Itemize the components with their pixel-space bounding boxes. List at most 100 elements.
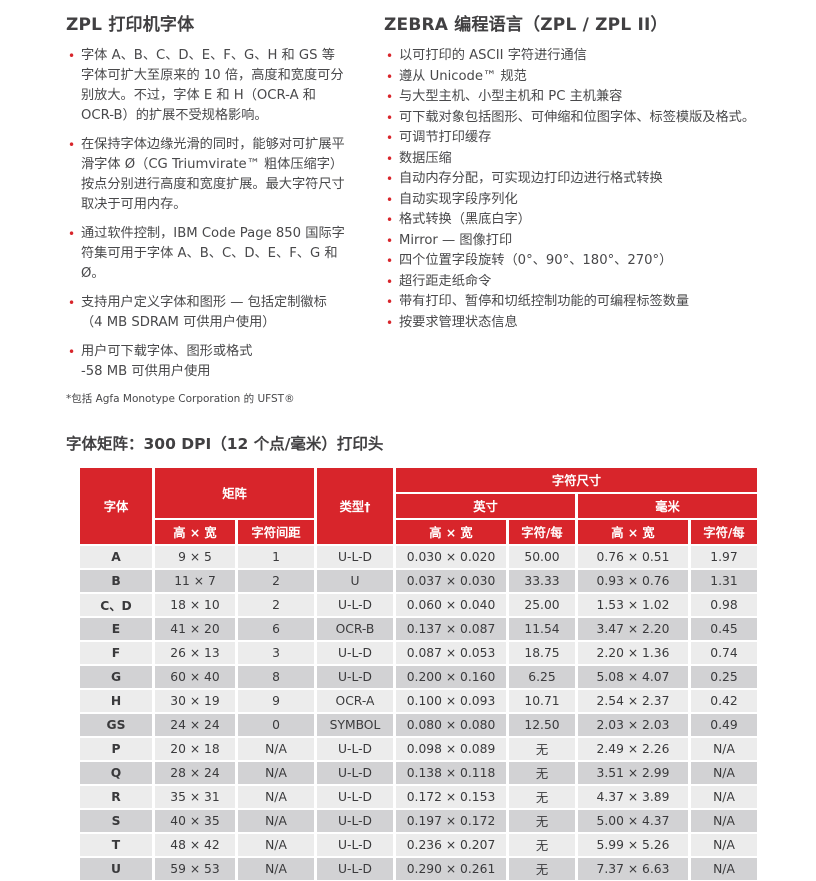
table-cell-font: B <box>80 570 152 592</box>
col-header-matrix: 矩阵 <box>155 468 314 518</box>
table-cell: 0.93 × 0.76 <box>578 570 688 592</box>
table-cell-font: E <box>80 618 152 640</box>
table-row: P 20 × 18 N/A U-L-D 0.098 × 0.089 无 2.49 × 2.2… <box>80 738 757 760</box>
table-row: T 48 × 42 N/A U-L-D 0.236 × 0.207 无 5.99 × 5.2… <box>80 834 757 856</box>
table-cell: 0.098 × 0.089 <box>396 738 506 760</box>
table-cell: 6.25 <box>509 666 575 688</box>
table-cell: 0.25 <box>691 666 757 688</box>
zpl-language-section: ZEBRA 编程语言（ZPL / ZPL II） 以可打印的 ASCII 字符进… <box>384 10 776 406</box>
table-cell: 9 × 5 <box>155 546 235 568</box>
table-cell: 3 <box>238 642 314 664</box>
table-cell: U-L-D <box>317 810 393 832</box>
table-cell: 4.37 × 3.89 <box>578 786 688 808</box>
col-header-inch: 英寸 <box>396 494 575 518</box>
table-cell: 9 <box>238 690 314 712</box>
bullet-item: 通过软件控制，IBM Code Page 850 国际字符集可用于字体 A、B、… <box>66 224 348 284</box>
table-cell: 3.47 × 2.20 <box>578 618 688 640</box>
table-cell: 2.49 × 2.26 <box>578 738 688 760</box>
table-cell: N/A <box>691 762 757 784</box>
table-cell: 11 × 7 <box>155 570 235 592</box>
table-cell: 28 × 24 <box>155 762 235 784</box>
table-cell: 12.50 <box>509 714 575 736</box>
table-cell: N/A <box>238 738 314 760</box>
table-cell: 0.080 × 0.080 <box>396 714 506 736</box>
bullet-item: Mirror — 图像打印 <box>384 231 776 251</box>
table-cell-font: GS <box>80 714 152 736</box>
table-cell: 0.037 × 0.030 <box>396 570 506 592</box>
font-matrix-table: 字体 矩阵 类型† 字符尺寸 英寸 毫米 高 × 宽 字符间距 高 × 宽 字符… <box>77 466 760 881</box>
zpl-fonts-title: ZPL 打印机字体 <box>66 15 195 35</box>
table-cell: 25.00 <box>509 594 575 616</box>
table-cell-font: Q <box>80 762 152 784</box>
col-header-font: 字体 <box>80 468 152 544</box>
table-cell: N/A <box>238 786 314 808</box>
table-cell-font: T <box>80 834 152 856</box>
bullet-item: 字体 A、B、C、D、E、F、G、H 和 GS 等字体可扩大至原来的 10 倍，… <box>66 46 348 126</box>
bullet-item: 可下载对象包括图形、可伸缩和位图字体、标签模版及格式。 <box>384 108 776 128</box>
table-cell: 5.08 × 4.07 <box>578 666 688 688</box>
table-cell: 60 × 40 <box>155 666 235 688</box>
table-cell-font: P <box>80 738 152 760</box>
table-cell: 1.97 <box>691 546 757 568</box>
table-cell: N/A <box>238 834 314 856</box>
table-cell: N/A <box>238 762 314 784</box>
table-cell-font: H <box>80 690 152 712</box>
table-row: F 26 × 13 3 U-L-D 0.087 × 0.053 18.75 2.20 × 1… <box>80 642 757 664</box>
table-cell-font: G <box>80 666 152 688</box>
table-cell: 30 × 19 <box>155 690 235 712</box>
table-row: Q 28 × 24 N/A U-L-D 0.138 × 0.118 无 3.51 × 2.9… <box>80 762 757 784</box>
bullet-item: 格式转换（黑底白字） <box>384 210 776 230</box>
table-cell: 无 <box>509 810 575 832</box>
table-cell-font: R <box>80 786 152 808</box>
zpl-language-title: ZEBRA 编程语言（ZPL / ZPL II） <box>384 15 668 35</box>
table-cell: 59 × 53 <box>155 858 235 880</box>
table-cell: 0.200 × 0.160 <box>396 666 506 688</box>
table-cell: 18.75 <box>509 642 575 664</box>
table-cell: 2.54 × 2.37 <box>578 690 688 712</box>
table-cell: 5.99 × 5.26 <box>578 834 688 856</box>
table-cell: 0.49 <box>691 714 757 736</box>
col-header-inch-hw: 高 × 宽 <box>396 520 506 544</box>
table-cell: 5.00 × 4.37 <box>578 810 688 832</box>
table-cell: U-L-D <box>317 738 393 760</box>
bullet-item: 以可打印的 ASCII 字符进行通信 <box>384 46 776 66</box>
table-cell: 0.060 × 0.040 <box>396 594 506 616</box>
table-row: G 60 × 40 8 U-L-D 0.200 × 0.160 6.25 5.08 × 4.… <box>80 666 757 688</box>
bullet-item: 可调节打印缓存 <box>384 128 776 148</box>
table-row: U 59 × 53 N/A U-L-D 0.290 × 0.261 无 7.37 × 6.6… <box>80 858 757 880</box>
table-cell: 0 <box>238 714 314 736</box>
bullet-item: 超行距走纸命令 <box>384 272 776 292</box>
table-cell: 无 <box>509 762 575 784</box>
table-cell: 2.03 × 2.03 <box>578 714 688 736</box>
table-row: GS 24 × 24 0 SYMBOL 0.080 × 0.080 12.50 2.03 ×… <box>80 714 757 736</box>
table-cell: OCR-B <box>317 618 393 640</box>
table-cell: 1.53 × 1.02 <box>578 594 688 616</box>
top-columns: ZPL 打印机字体 字体 A、B、C、D、E、F、G、H 和 GS 等字体可扩大… <box>0 0 816 406</box>
bullet-item: 支持用户定义字体和图形 — 包括定制徽标（4 MB SDRAM 可供用户使用） <box>66 293 348 333</box>
table-cell: 2.20 × 1.36 <box>578 642 688 664</box>
table-cell: N/A <box>691 786 757 808</box>
table-cell: 2 <box>238 594 314 616</box>
table-row: B 11 × 7 2 U 0.037 × 0.030 33.33 0.93 × 0.76 1.… <box>80 570 757 592</box>
table-cell: 41 × 20 <box>155 618 235 640</box>
table-cell: 26 × 13 <box>155 642 235 664</box>
col-header-matrix-hw: 高 × 宽 <box>155 520 235 544</box>
table-cell: 33.33 <box>509 570 575 592</box>
table-cell: 0.74 <box>691 642 757 664</box>
col-header-char-size: 字符尺寸 <box>396 468 757 492</box>
table-cell: 11.54 <box>509 618 575 640</box>
table-cell: OCR-A <box>317 690 393 712</box>
table-cell-font: S <box>80 810 152 832</box>
table-cell: U <box>317 570 393 592</box>
col-header-mm-cpi: 字符/每 <box>691 520 757 544</box>
table-cell: 1 <box>238 546 314 568</box>
table-cell: 8 <box>238 666 314 688</box>
table-cell-font: U <box>80 858 152 880</box>
table-cell: U-L-D <box>317 786 393 808</box>
ufst-footnote: *包括 Agfa Monotype Corporation 的 UFST® <box>66 393 295 405</box>
bullet-item: 自动实现字段序列化 <box>384 190 776 210</box>
table-cell: 6 <box>238 618 314 640</box>
bullet-item: 用户可下载字体、图形或格式-58 MB 可供用户使用 <box>66 342 348 382</box>
table-cell: 无 <box>509 786 575 808</box>
